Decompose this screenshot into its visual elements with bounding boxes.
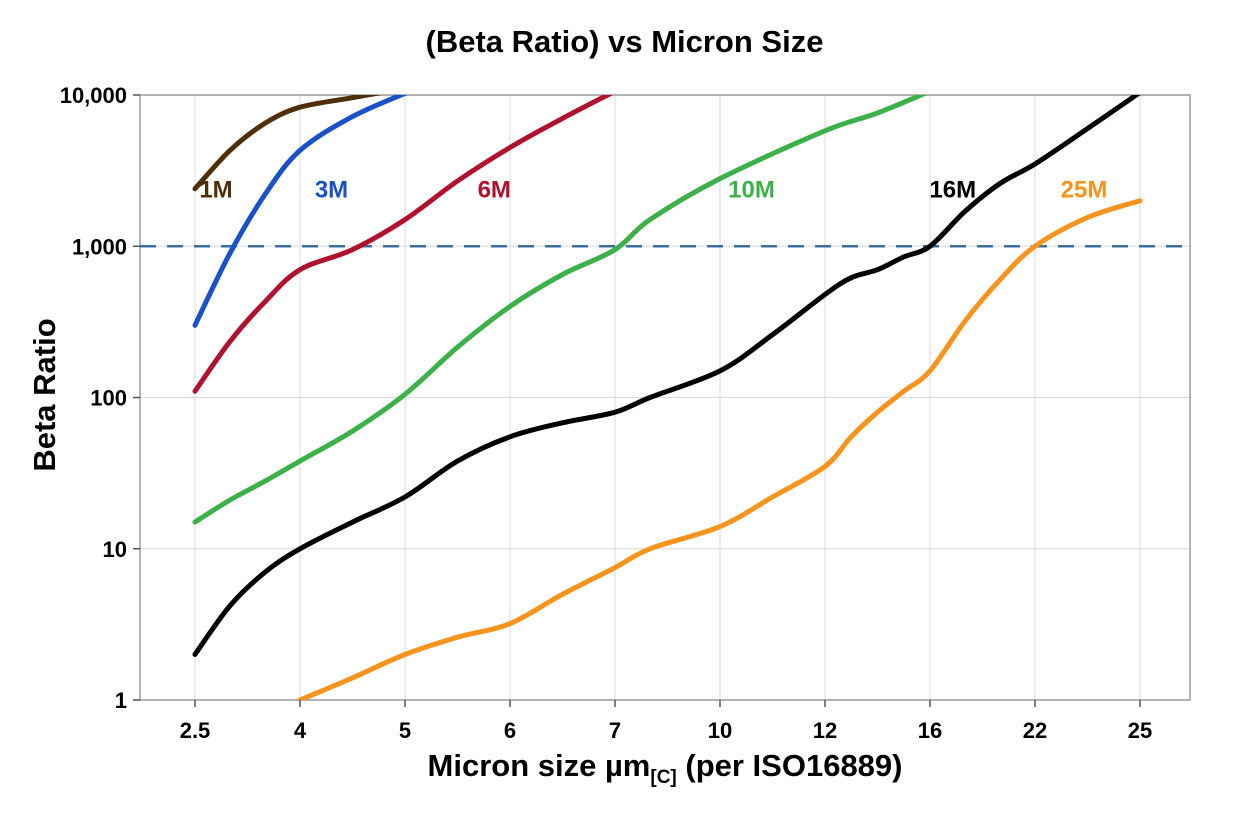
series-line-25m bbox=[297, 198, 1143, 700]
series-line-10m bbox=[192, 95, 928, 525]
series-label-3m: 3M bbox=[315, 177, 348, 204]
y-tick-label: 100 bbox=[90, 386, 127, 411]
series-curves bbox=[192, 95, 1143, 700]
series-label-10m: 10M bbox=[728, 177, 775, 204]
x-tick-label: 5 bbox=[399, 718, 411, 743]
y-tick-label: 1,000 bbox=[72, 234, 127, 259]
y-tick-label: 1 bbox=[115, 688, 127, 713]
x-tick-label: 4 bbox=[294, 718, 307, 743]
x-tick-label: 25 bbox=[1128, 718, 1152, 743]
series-line-6m bbox=[192, 95, 614, 394]
series-label-1m: 1M bbox=[199, 177, 232, 204]
x-axis-label: Micron size µm[C] (per ISO16889) bbox=[140, 748, 1190, 788]
gridlines bbox=[140, 94, 1190, 701]
x-tick-label: 10 bbox=[708, 718, 732, 743]
series-label-25m: 25M bbox=[1061, 177, 1108, 204]
x-axis-label-suffix: (per ISO16889) bbox=[676, 748, 903, 783]
y-tick-label: 10 bbox=[103, 537, 127, 562]
x-axis-label-subscript: [C] bbox=[650, 767, 677, 788]
x-tick-label: 6 bbox=[504, 718, 516, 743]
x-axis-label-prefix: Micron size µm bbox=[427, 748, 651, 783]
series-label-16m: 16M bbox=[929, 177, 976, 204]
series-line-16m bbox=[192, 95, 1141, 657]
series-line-1m bbox=[192, 95, 383, 192]
x-tick-label: 2.5 bbox=[180, 718, 211, 743]
y-tick-label: 10,000 bbox=[60, 83, 127, 108]
x-tick-label: 7 bbox=[609, 718, 621, 743]
axis-ticks: 1 10 100 1,000 10,000 2.5 4 5 6 7 10 12 16 22 25 bbox=[60, 83, 1153, 743]
series-line-3m bbox=[192, 95, 408, 328]
x-tick-label: 16 bbox=[918, 718, 942, 743]
x-tick-label: 12 bbox=[813, 718, 837, 743]
series-label-6m: 6M bbox=[478, 177, 511, 204]
x-tick-label: 22 bbox=[1023, 718, 1047, 743]
chart-title: (Beta Ratio) vs Micron Size bbox=[425, 24, 824, 59]
